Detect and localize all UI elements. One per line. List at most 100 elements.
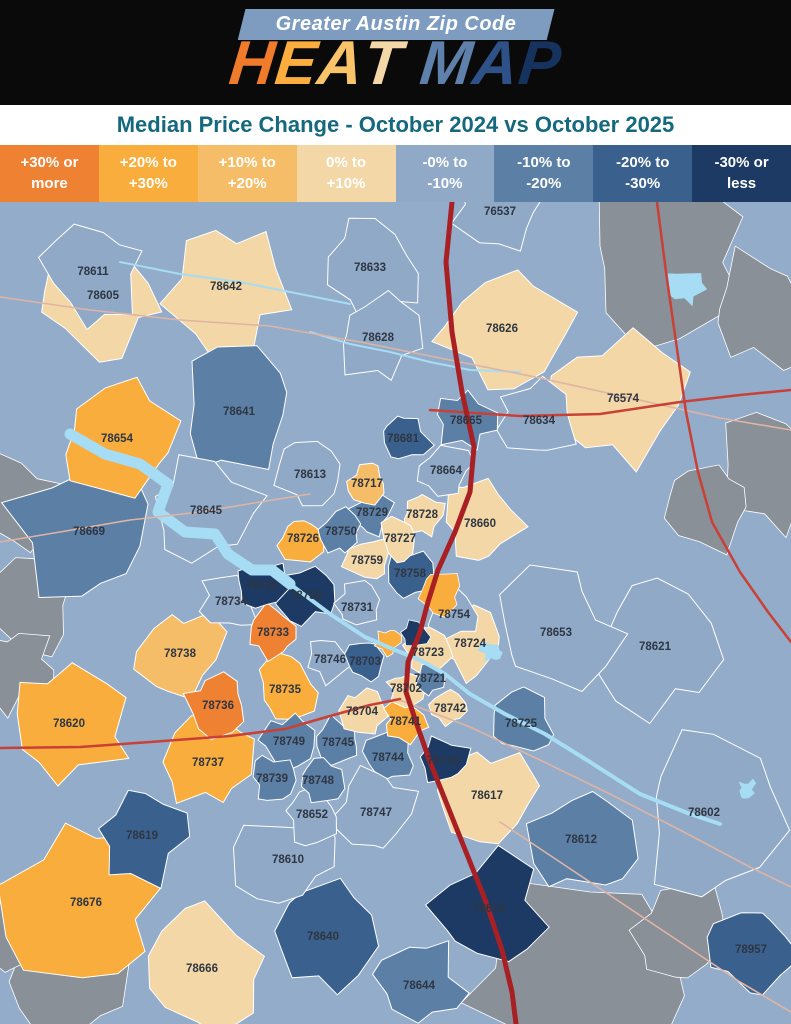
zip-label-78612: 78612	[565, 834, 597, 846]
legend-label: 0% to	[326, 154, 367, 172]
zip-label-78665: 78665	[450, 415, 483, 427]
secondary-road	[655, 202, 791, 644]
zip-label-78610: 78610	[272, 854, 304, 866]
lake	[738, 778, 757, 799]
zip-label-78744: 78744	[372, 752, 405, 764]
river	[64, 428, 296, 590]
zip-label-78644: 78644	[403, 980, 436, 992]
zip-label-78654: 78654	[101, 433, 134, 445]
legend-label: -0% to	[422, 154, 468, 172]
zip-label-78645: 78645	[190, 505, 223, 517]
zip-label-78641: 78641	[223, 406, 256, 418]
zip-label-78733: 78733	[257, 627, 289, 639]
zip-region-78644	[371, 940, 470, 1024]
subtitle-text: Median Price Change - October 2024 vs Oc…	[116, 112, 675, 137]
zip-label-78758: 78758	[394, 568, 427, 580]
zip-label-78633: 78633	[354, 262, 386, 274]
zip-region-78746	[307, 639, 356, 687]
zip-label-78704: 78704	[346, 706, 379, 718]
legend-item-2: +20% to +30%	[98, 145, 198, 202]
legend-item-6: -10% to -20%	[494, 145, 594, 202]
zip-region-78666	[147, 900, 266, 1024]
zip-label-78621: 78621	[639, 641, 672, 653]
title-letter: M	[416, 29, 477, 98]
legend-label: +10%	[326, 174, 366, 192]
zip-label-78724: 78724	[454, 638, 487, 650]
zip-label-78617: 78617	[471, 790, 503, 802]
zip-label-78664: 78664	[430, 465, 463, 477]
zip-label-78676: 78676	[70, 897, 102, 909]
legend: +30% or more +20% to +30% +10% to +20% 0% to +1…	[0, 145, 791, 202]
legend-label: -10%	[427, 174, 463, 192]
zip-label-78742: 78742	[434, 703, 466, 715]
zip-label-78640: 78640	[307, 931, 339, 943]
minor-road	[399, 699, 791, 888]
legend-item-4: 0% to +10%	[296, 145, 396, 202]
zip-region-78611	[37, 223, 143, 331]
zip-label-78738: 78738	[164, 648, 197, 660]
river	[309, 331, 521, 373]
zip-label-78737: 78737	[192, 757, 224, 769]
map-container: 76537 78611 78605 78642 78633 78628 78626 76574…	[0, 202, 791, 1024]
zip-label-78619: 78619	[126, 830, 158, 842]
zip-region-78727	[380, 515, 415, 564]
zip-label-78723: 78723	[412, 647, 444, 659]
heatmap-title: HEAT MAP	[0, 29, 791, 98]
zip-label-78735: 78735	[269, 684, 302, 696]
minor-road	[0, 296, 791, 431]
zip-label-78717: 78717	[351, 478, 383, 490]
legend-label: +30%	[128, 174, 168, 192]
no-data-area	[717, 245, 791, 371]
legend-label: more	[31, 174, 68, 192]
zip-label-78611: 78611	[77, 266, 109, 278]
zip-region-78634	[496, 375, 577, 451]
zip-region-78640	[274, 877, 380, 996]
zip-label-78653: 78653	[540, 627, 572, 639]
legend-label: +20% to	[119, 154, 177, 172]
zip-region-78626	[431, 269, 579, 391]
title-letter: H	[226, 29, 280, 98]
legend-label: +20%	[227, 174, 267, 192]
title-letter: T	[360, 29, 407, 98]
legend-item-1: +30% or more	[0, 145, 99, 202]
river	[119, 261, 351, 305]
zip-label-78721: 78721	[414, 673, 447, 685]
header: Greater Austin Zip Code HEAT MAP	[0, 0, 791, 105]
zip-label-78745: 78745	[322, 737, 355, 749]
zip-label-78719: 78719	[427, 755, 459, 767]
zip-region-78758	[387, 550, 435, 599]
zip-label-78748: 78748	[302, 775, 335, 787]
zip-label-78626: 78626	[486, 323, 518, 335]
zip-region-78725	[493, 686, 555, 752]
zip-region-78613	[273, 440, 341, 507]
zip-region-78653	[499, 564, 629, 693]
legend-label: +10% to	[218, 154, 276, 172]
zip-label-76574: 76574	[607, 393, 640, 405]
zip-label-78750: 78750	[325, 526, 357, 538]
zip-label-78703: 78703	[349, 656, 381, 668]
zip-region-78619	[97, 789, 191, 890]
zip-label-78739: 78739	[256, 773, 288, 785]
minor-road	[0, 493, 311, 543]
title-letter: P	[515, 29, 565, 98]
zip-label-78957: 78957	[735, 944, 767, 956]
zip-label-78734: 78734	[215, 596, 248, 608]
zip-label-78628: 78628	[362, 332, 395, 344]
title-letter: A	[314, 29, 368, 98]
zip-region-76574	[545, 327, 691, 473]
secondary-road	[428, 388, 791, 418]
zip-label-78732: 78732	[246, 580, 278, 592]
river	[288, 582, 722, 826]
title-letter: E	[271, 29, 322, 98]
lake	[477, 641, 503, 663]
legend-label: +30% or	[20, 154, 79, 172]
zip-label-78725: 78725	[505, 718, 538, 730]
zip-label-78747: 78747	[360, 807, 392, 819]
zip-region-78664	[416, 444, 476, 497]
legend-label: -10% to	[517, 154, 571, 172]
zip-label-78605: 78605	[87, 290, 120, 302]
zip-region-78602	[653, 729, 791, 898]
zip-region-78742	[428, 688, 468, 728]
zip-label-78726: 78726	[287, 533, 319, 545]
zip-label-78613: 78613	[294, 469, 326, 481]
